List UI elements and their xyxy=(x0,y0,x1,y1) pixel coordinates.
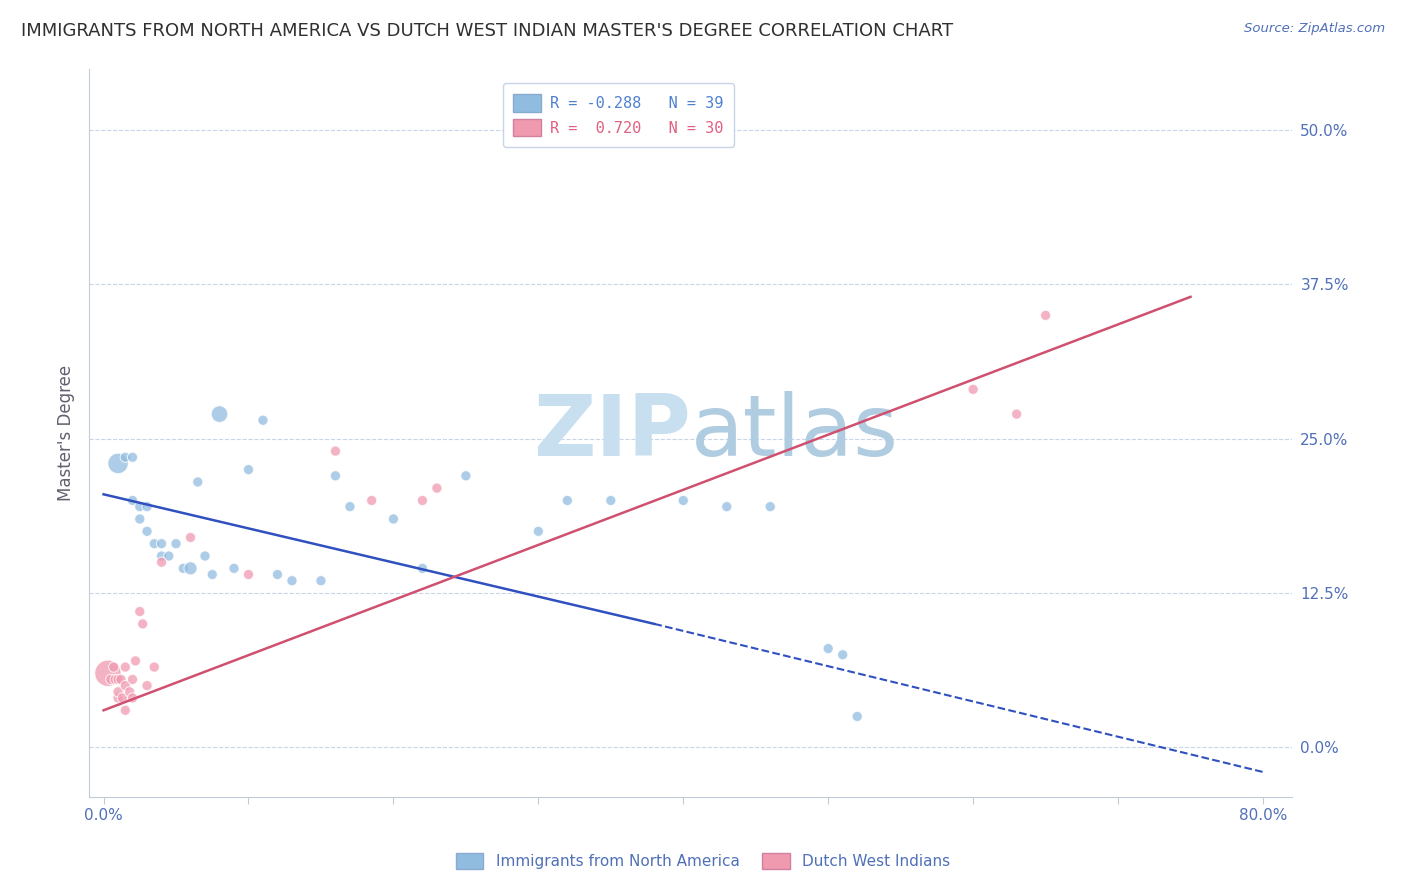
Point xyxy=(107,690,129,705)
Point xyxy=(131,616,153,631)
Point xyxy=(157,549,180,563)
Point xyxy=(128,500,150,514)
Point xyxy=(180,561,202,575)
Point xyxy=(252,413,274,427)
Point xyxy=(716,500,738,514)
Y-axis label: Master's Degree: Master's Degree xyxy=(58,365,75,500)
Point xyxy=(121,673,143,687)
Point xyxy=(124,654,146,668)
Point xyxy=(150,549,173,563)
Point xyxy=(136,524,159,539)
Point xyxy=(325,468,347,483)
Point xyxy=(672,493,695,508)
Point xyxy=(100,673,122,687)
Point xyxy=(759,500,782,514)
Point xyxy=(846,709,869,723)
Point xyxy=(187,475,209,489)
Point xyxy=(103,660,125,674)
Text: IMMIGRANTS FROM NORTH AMERICA VS DUTCH WEST INDIAN MASTER'S DEGREE CORRELATION C: IMMIGRANTS FROM NORTH AMERICA VS DUTCH W… xyxy=(21,22,953,40)
Point xyxy=(107,457,129,471)
Point xyxy=(121,690,143,705)
Point xyxy=(1005,407,1028,421)
Legend: Immigrants from North America, Dutch West Indians: Immigrants from North America, Dutch Wes… xyxy=(450,847,956,875)
Point xyxy=(114,703,136,717)
Point xyxy=(114,660,136,674)
Point xyxy=(325,444,347,458)
Point xyxy=(143,660,166,674)
Point xyxy=(201,567,224,582)
Point xyxy=(150,536,173,550)
Point xyxy=(143,536,166,550)
Point xyxy=(180,531,202,545)
Point xyxy=(165,536,187,550)
Point xyxy=(238,567,260,582)
Text: atlas: atlas xyxy=(690,391,898,474)
Point xyxy=(527,524,550,539)
Point xyxy=(128,512,150,526)
Point xyxy=(121,493,143,508)
Point xyxy=(150,555,173,569)
Point xyxy=(121,450,143,465)
Point xyxy=(136,500,159,514)
Point xyxy=(114,450,136,465)
Point xyxy=(97,666,120,681)
Point xyxy=(962,383,984,397)
Point xyxy=(599,493,621,508)
Point xyxy=(107,673,129,687)
Point xyxy=(309,574,332,588)
Point xyxy=(194,549,217,563)
Point xyxy=(114,679,136,693)
Point xyxy=(238,462,260,476)
Point xyxy=(266,567,288,582)
Point xyxy=(1035,309,1057,323)
Point xyxy=(339,500,361,514)
Point xyxy=(172,561,194,575)
Point xyxy=(128,605,150,619)
Point xyxy=(110,673,132,687)
Point xyxy=(136,679,159,693)
Text: ZIP: ZIP xyxy=(533,391,690,474)
Point xyxy=(281,574,304,588)
Point xyxy=(104,673,127,687)
Text: Source: ZipAtlas.com: Source: ZipAtlas.com xyxy=(1244,22,1385,36)
Point xyxy=(411,493,433,508)
Point xyxy=(382,512,405,526)
Point xyxy=(454,468,477,483)
Legend: R = -0.288   N = 39, R =  0.720   N = 30: R = -0.288 N = 39, R = 0.720 N = 30 xyxy=(502,84,734,147)
Point xyxy=(111,690,134,705)
Point xyxy=(222,561,245,575)
Point xyxy=(817,641,839,656)
Point xyxy=(107,685,129,699)
Point xyxy=(557,493,579,508)
Point xyxy=(118,685,141,699)
Point xyxy=(426,481,449,495)
Point xyxy=(831,648,853,662)
Point xyxy=(360,493,382,508)
Point xyxy=(411,561,433,575)
Point xyxy=(208,407,231,421)
